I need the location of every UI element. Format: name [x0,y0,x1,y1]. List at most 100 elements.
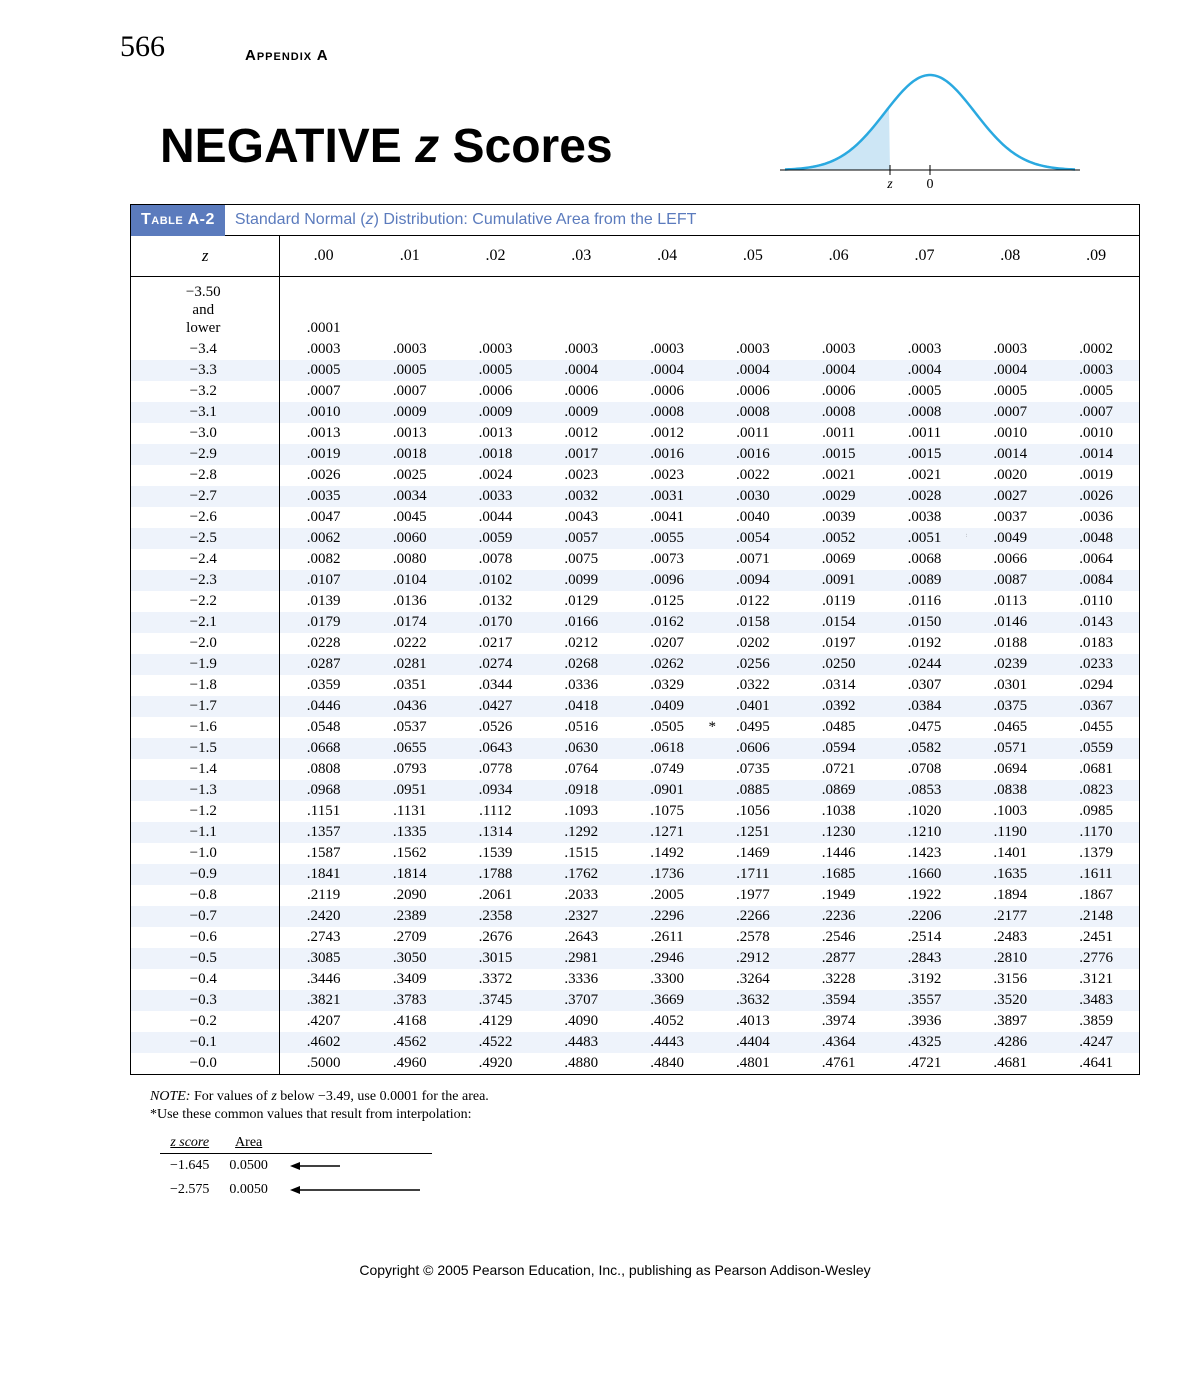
page-number: 566 [120,30,165,64]
value-cell: .3264 [710,969,796,990]
value-cell: .0096 [624,570,710,591]
value-cell: .0548 [280,717,367,738]
z-label-cell: −1.3 [131,780,280,801]
value-cell: .0885 [710,780,796,801]
note-pre: For values of [190,1089,271,1104]
value-cell: .0008 [624,402,710,423]
value-cell: .0091 [796,570,882,591]
table-row: −0.1.4602.4562.4522.4483.4443.4404.4364.… [131,1032,1139,1053]
value-cell: .0051 * [882,528,968,549]
value-cell: .0122 [710,591,796,612]
value-cell: .2119 [280,885,367,906]
value-cell: .0007 [367,381,453,402]
value-cell: .0008 [796,402,882,423]
value-cell: .2206 [882,906,968,927]
value-cell: .0012 [538,423,624,444]
z-label-cell: −0.2 [131,1011,280,1032]
value-cell: .0052 [796,528,882,549]
value-cell: .0154 [796,612,882,633]
value-cell: .2514 [882,927,968,948]
value-cell: .0069 [796,549,882,570]
value-cell: .0012 [624,423,710,444]
value-cell: .3821 [280,990,367,1011]
value-cell: .0004 [967,360,1053,381]
title-pre: NEGATIVE [160,120,415,173]
value-cell: .0078 [453,549,539,570]
empty-cell [538,277,624,340]
table-row: −1.9.0287.0281.0274.0268.0262.0256.0250.… [131,654,1139,675]
value-cell: .0006 [624,381,710,402]
value-cell: .3015 [453,948,539,969]
value-cell: .0104 [367,570,453,591]
table-row: −3.3.0005.0005.0005.0004.0004.0004.0004.… [131,360,1139,381]
value-cell: .1210 [882,822,968,843]
value-cell: .0035 [280,486,367,507]
value-cell: .1230 [796,822,882,843]
value-cell: .0344 [453,675,539,696]
z-label-cell: −3.2 [131,381,280,402]
column-header: .03 [538,236,624,277]
value-cell: .0002 [1053,339,1139,360]
value-cell: .0005 [453,360,539,381]
value-cell: .4090 [538,1011,624,1032]
value-cell: .0044 [453,507,539,528]
value-cell: .0681 [1053,759,1139,780]
column-header: .09 [1053,236,1139,277]
table-row: −2.2.0139.0136.0132.0129.0125.0122.0119.… [131,591,1139,612]
value-cell: .1151 [280,801,367,822]
value-cell: .2389 [367,906,453,927]
value-cell: .0174 [367,612,453,633]
value-cell: .0040 [710,507,796,528]
value-cell: .0764 [538,759,624,780]
value-cell: .3156 [967,969,1053,990]
value-cell: .0336 [538,675,624,696]
value-cell: .0054 [710,528,796,549]
value-cell: .2843 [882,948,968,969]
caption-z: z [366,211,374,228]
value-cell: .0005 [1053,381,1139,402]
value-cell: .1038 [796,801,882,822]
value-cell: .0708 [882,759,968,780]
value-cell: .4840 [624,1053,710,1074]
value-cell: .0004 [624,360,710,381]
value-cell: .4761 [796,1053,882,1074]
value-cell: .4364 [796,1032,882,1053]
value-cell: .0003 [882,339,968,360]
note-line-1: NOTE: For values of z below −3.49, use 0… [150,1089,1110,1105]
table-row: −2.8.0026.0025.0024.0023.0023.0022.0021.… [131,465,1139,486]
z-label-cell: −2.8 [131,465,280,486]
value-cell: .1251 [710,822,796,843]
value-cell: .4443 [624,1032,710,1053]
value-cell: .0808 [280,759,367,780]
value-cell: .0132 [453,591,539,612]
value-cell: .0003 [453,339,539,360]
value-cell: .0197 [796,633,882,654]
arrow-left-icon [288,1159,342,1173]
table-body: −3.50andlower.0001−3.4.0003.0003.0003.00… [131,277,1139,1075]
arrow-cell [278,1178,432,1202]
value-cell: .0274 [453,654,539,675]
interp-header-row: z score Area [160,1133,432,1154]
value-cell: .3974 [796,1011,882,1032]
value-cell: .0006 [453,381,539,402]
note-line-2: *Use these common values that result fro… [150,1107,1110,1123]
page: 566 Appendix A NEGATIVE z Scores z 0 Tab… [0,0,1200,1389]
table-row: −0.8.2119.2090.2061.2033.2005.1977.1949.… [131,885,1139,906]
z-label-cell: −0.6 [131,927,280,948]
value-cell: .0606 [710,738,796,759]
value-cell: .0003 [710,339,796,360]
value-cell: .0314 [796,675,882,696]
value-cell: .1020 [882,801,968,822]
empty-cell [1053,277,1139,340]
appendix-label: Appendix A [245,47,329,64]
value-cell: .0179 [280,612,367,633]
value-cell: .0436 [367,696,453,717]
table-row: −3.4.0003.0003.0003.0003.0003.0003.0003.… [131,339,1139,360]
value-cell: .2810 [967,948,1053,969]
value-cell: .1335 [367,822,453,843]
z-label-cell: −1.1 [131,822,280,843]
column-header: .00 [280,236,367,277]
value-cell: .0853 [882,780,968,801]
table-row: −0.6.2743.2709.2676.2643.2611.2578.2546.… [131,927,1139,948]
table-caption: Standard Normal (z) Distribution: Cumula… [225,205,1139,236]
